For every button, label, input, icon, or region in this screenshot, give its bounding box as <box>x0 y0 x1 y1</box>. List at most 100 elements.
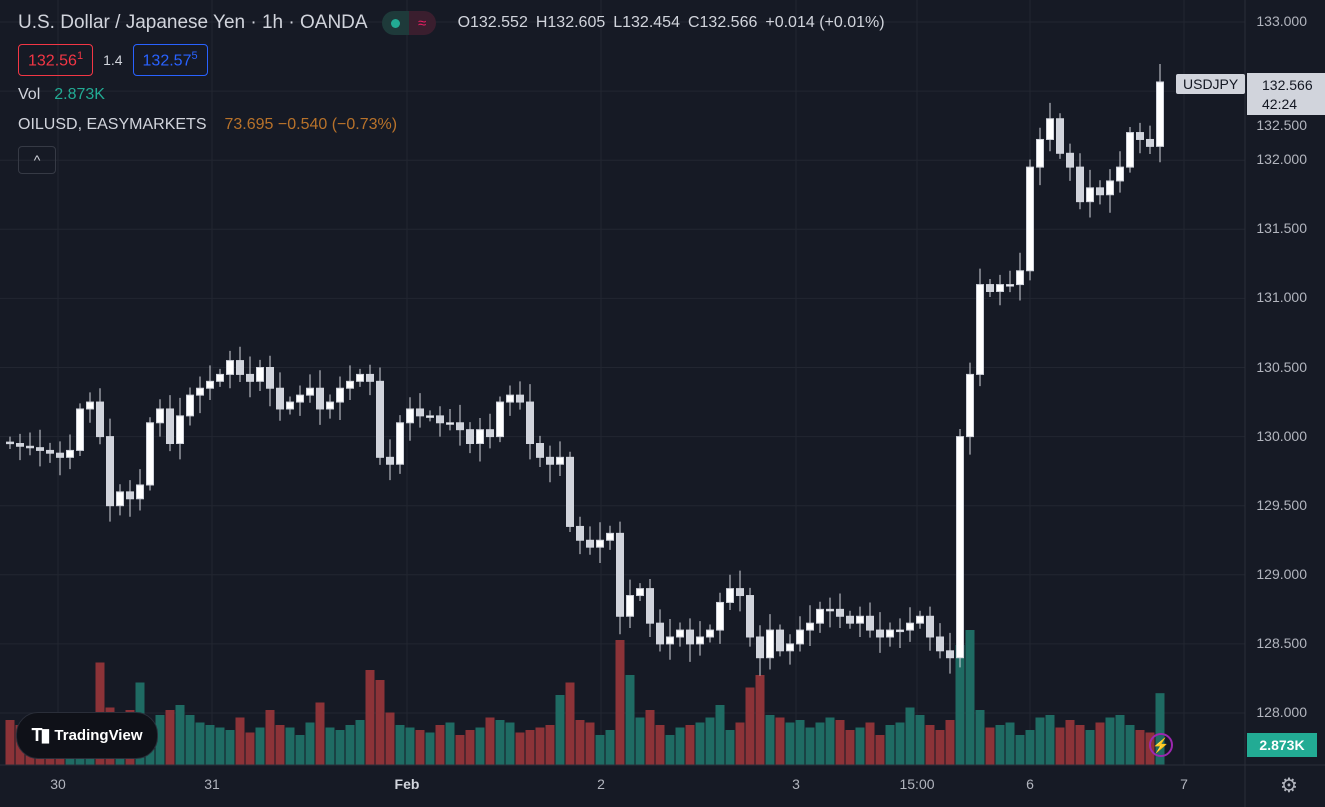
settings-gear-icon[interactable]: ⚙ <box>1280 775 1298 797</box>
bar-countdown: 42:24 <box>1262 96 1298 112</box>
candles <box>6 64 1164 676</box>
candle-up <box>806 622 814 631</box>
candle-up <box>726 588 734 603</box>
volume-bar-down <box>525 730 535 765</box>
candle-down <box>616 532 624 617</box>
ohlc-high: H132.605 <box>535 14 606 31</box>
time-label: 31 <box>204 776 220 792</box>
volume-bar-up <box>295 735 305 765</box>
candle-down <box>946 650 954 659</box>
volume-bar-up <box>1005 722 1015 765</box>
candle-down <box>1076 166 1084 203</box>
price-label: 133.000 <box>1256 13 1307 29</box>
candle-up <box>996 284 1004 292</box>
volume-bar-up <box>405 727 415 765</box>
collapse-legend-button[interactable]: ^ <box>18 146 56 175</box>
ohlc-values: O132.552 H132.605 L132.454 C132.566 +0.0… <box>458 14 885 32</box>
candle-down <box>846 615 854 624</box>
buy-button[interactable]: 132.575 <box>132 44 208 77</box>
volume-bar-down <box>1095 722 1105 765</box>
ohlc-low: L132.454 <box>613 14 680 31</box>
volume-bar-up <box>675 727 685 765</box>
volume-bar-up <box>855 727 865 765</box>
candle-down <box>26 445 34 449</box>
candle-down <box>486 429 494 438</box>
candle-up <box>856 615 864 624</box>
candle-down <box>376 380 384 458</box>
volume-bar-up <box>505 722 515 765</box>
compare-value: 73.695 −0.540 (−0.73%) <box>224 116 398 134</box>
candle-up <box>216 373 224 382</box>
volume-bar-down <box>545 725 555 765</box>
volume-bar-up <box>285 727 295 765</box>
candle-up <box>1016 270 1024 286</box>
volume-legend[interactable]: Vol 2.873K <box>18 86 885 104</box>
last-price-tag: 132.566 42:24 <box>1247 73 1325 115</box>
volume-bar-up <box>325 727 335 765</box>
candle-up <box>176 415 184 445</box>
volume-bar-down <box>755 675 765 765</box>
volume-bar-up <box>995 725 1005 765</box>
volume-bar-up <box>195 722 205 765</box>
volume-bar-up <box>1115 715 1125 765</box>
candle-up <box>146 422 154 486</box>
volume-bar-down <box>535 727 545 765</box>
tradingview-logo[interactable]: T▮ TradingView <box>16 712 158 759</box>
volume-bar-up <box>355 720 365 765</box>
compare-legend[interactable]: OILUSD, EASYMARKETS 73.695 −0.540 (−0.73… <box>18 116 885 134</box>
candle-up <box>156 408 164 424</box>
volume-bar-up <box>445 722 455 765</box>
volume-bar-up <box>795 720 805 765</box>
candle-up <box>796 629 804 645</box>
volume-bar-down <box>775 717 785 765</box>
sell-button[interactable]: 132.561 <box>18 44 94 77</box>
candle-up <box>346 380 354 389</box>
candle-down <box>436 415 444 424</box>
candle-down <box>836 608 844 617</box>
candle-down <box>756 636 764 659</box>
volume-bar-up <box>425 732 435 765</box>
volume-bar-up <box>725 730 735 765</box>
volume-bar-up <box>705 717 715 765</box>
volume-bar-down <box>575 720 585 765</box>
candle-down <box>546 456 554 465</box>
volume-bar-up <box>965 630 975 765</box>
volume-bar-up <box>175 705 185 765</box>
volume-bar-up <box>1155 693 1165 765</box>
volume-bar-down <box>515 732 525 765</box>
volume-value: 2.873K <box>54 86 105 104</box>
chart-legend: U.S. Dollar / Japanese Yen · 1h · OANDA … <box>18 10 885 175</box>
candle-up <box>1036 138 1044 168</box>
candle-down <box>1146 138 1154 147</box>
candle-down <box>526 401 534 445</box>
volume-bar-down <box>1135 730 1145 765</box>
candle-up <box>1086 187 1094 203</box>
candle-down <box>16 443 24 447</box>
volume-bar-up <box>215 727 225 765</box>
candle-up <box>1156 81 1164 147</box>
symbol-title[interactable]: U.S. Dollar / Japanese Yen · 1h · OANDA <box>18 12 368 33</box>
volume-bar-down <box>835 720 845 765</box>
candle-up <box>206 380 214 389</box>
candle-up <box>596 539 604 548</box>
candle-up <box>716 601 724 631</box>
wave-icon: ≈ <box>408 11 436 35</box>
volume-bar-down <box>1055 727 1065 765</box>
candle-down <box>276 387 284 410</box>
lightning-icon[interactable]: ⚡ <box>1149 733 1173 757</box>
volume-bar-up <box>605 730 615 765</box>
volume-bar-down <box>935 730 945 765</box>
market-status-toggle[interactable]: ≈ <box>381 11 436 35</box>
candle-up <box>976 284 984 375</box>
time-axis[interactable]: 30 31 Feb 2 3 15:00 6 7 <box>0 766 1245 807</box>
candle-up <box>676 629 684 638</box>
candle-up <box>426 415 434 418</box>
volume-bar-up <box>185 715 195 765</box>
candle-down <box>746 595 754 638</box>
candle-down <box>366 373 374 382</box>
volume-bar-up <box>1015 735 1025 765</box>
candle-down <box>56 452 64 458</box>
tradingview-logo-icon: T▮ <box>31 725 51 745</box>
volume-bar-down <box>315 702 325 765</box>
volume-bars <box>5 630 1165 765</box>
